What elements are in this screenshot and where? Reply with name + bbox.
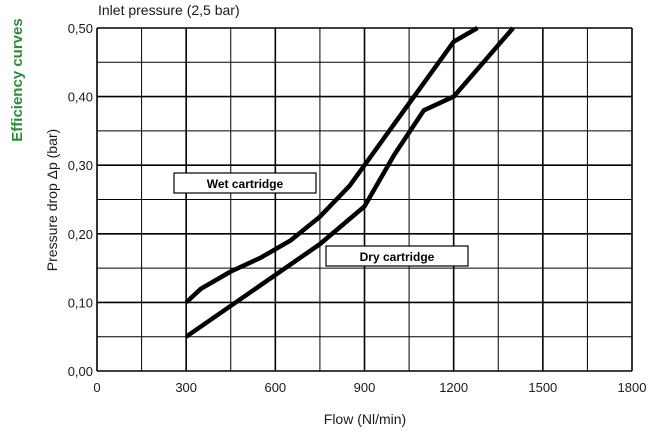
side-title: Efficiency curves <box>9 18 26 141</box>
dry-cartridge-line <box>184 26 515 339</box>
grid <box>96 27 633 372</box>
x-axis-label: Flow (Nl/min) <box>324 411 406 427</box>
x-tick-label: 300 <box>175 380 197 395</box>
wet-cartridge-line <box>184 26 479 305</box>
y-tick-label: 0,40 <box>68 90 93 105</box>
x-tick-label: 1800 <box>618 380 647 395</box>
y-tick-label: 0,10 <box>68 295 93 310</box>
tick-labels: 0 300 600 900 1200 1500 1800 0,00 0,10 0,20 0,30 0,… <box>68 21 647 395</box>
y-tick-label: 0,00 <box>68 364 93 379</box>
wet-cartridge-label-box: Wet cartridge <box>173 172 317 194</box>
y-tick-label: 0,50 <box>68 21 93 36</box>
x-tick-label: 600 <box>264 380 286 395</box>
x-tick-label: 900 <box>354 380 376 395</box>
wet-cartridge-label: Wet cartridge <box>207 177 284 191</box>
chart-subtitle: Inlet pressure (2,5 bar) <box>98 2 240 18</box>
series <box>184 26 515 339</box>
y-axis-label: Pressure drop Δp (bar) <box>44 129 60 271</box>
x-tick-label: 0 <box>93 380 100 395</box>
x-tick-label: 1200 <box>439 380 468 395</box>
y-tick-label: 0,20 <box>68 227 93 242</box>
y-tick-label: 0,30 <box>68 158 93 173</box>
dry-cartridge-label-box: Dry cartridge <box>325 245 469 267</box>
dry-cartridge-label: Dry cartridge <box>360 250 435 264</box>
x-tick-label: 1500 <box>528 380 557 395</box>
